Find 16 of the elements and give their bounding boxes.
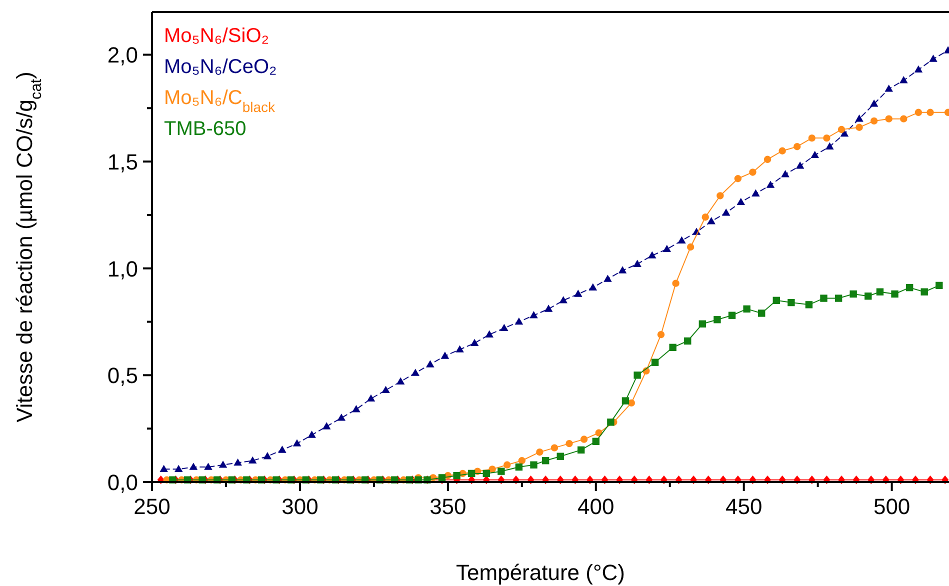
x-tick-label: 300: [282, 494, 318, 519]
text: Mo₅N₆/CeO₂: [164, 56, 277, 78]
text: TMB-650: [164, 118, 246, 140]
x-axis-title: Température (°C): [456, 560, 625, 585]
y-tick-label: 2,0: [107, 42, 138, 68]
x-tick-label: 350: [430, 494, 466, 519]
x-tick-label: 450: [725, 494, 762, 519]
x-tick-label: 400: [578, 494, 614, 519]
y-tick-label: 0,5: [107, 363, 138, 388]
y-tick-label: 0,0: [107, 470, 138, 495]
text: Mo₅N₆/C$_{black}$: [164, 87, 276, 115]
y-tick-label: 1,0: [107, 256, 138, 282]
x-tick-label: 250: [134, 494, 170, 519]
text: Mo₅N₆/SiO₂: [164, 25, 270, 47]
y-tick-label: 1,5: [107, 150, 138, 175]
x-tick-label: 500: [873, 494, 910, 519]
